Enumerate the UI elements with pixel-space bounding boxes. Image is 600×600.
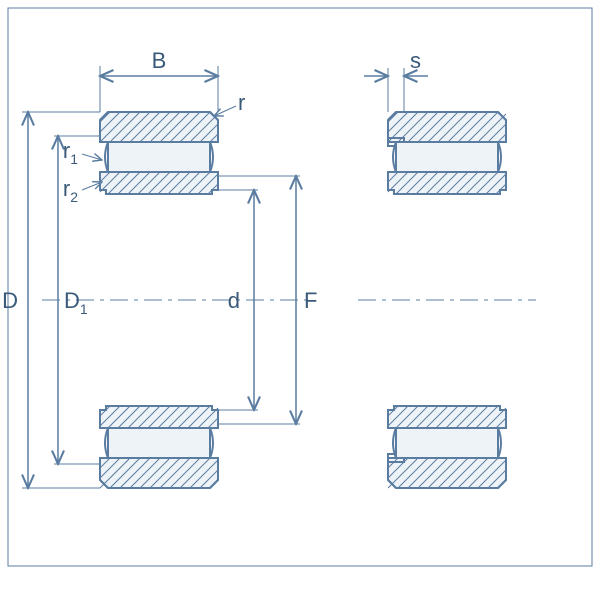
dim-F: F [304, 288, 317, 313]
dim-B: B [152, 48, 167, 73]
dim-r2: r2 [63, 176, 78, 205]
dim-s: s [410, 48, 421, 73]
dim-r1: r1 [63, 138, 78, 167]
bearing-diagram: B D D1 d Fr r1 r2 s [0, 0, 600, 600]
dim-r: r [238, 90, 245, 115]
dim-d: d [228, 288, 240, 313]
dim-D: D [2, 288, 18, 313]
dim-D1: D1 [64, 288, 88, 317]
